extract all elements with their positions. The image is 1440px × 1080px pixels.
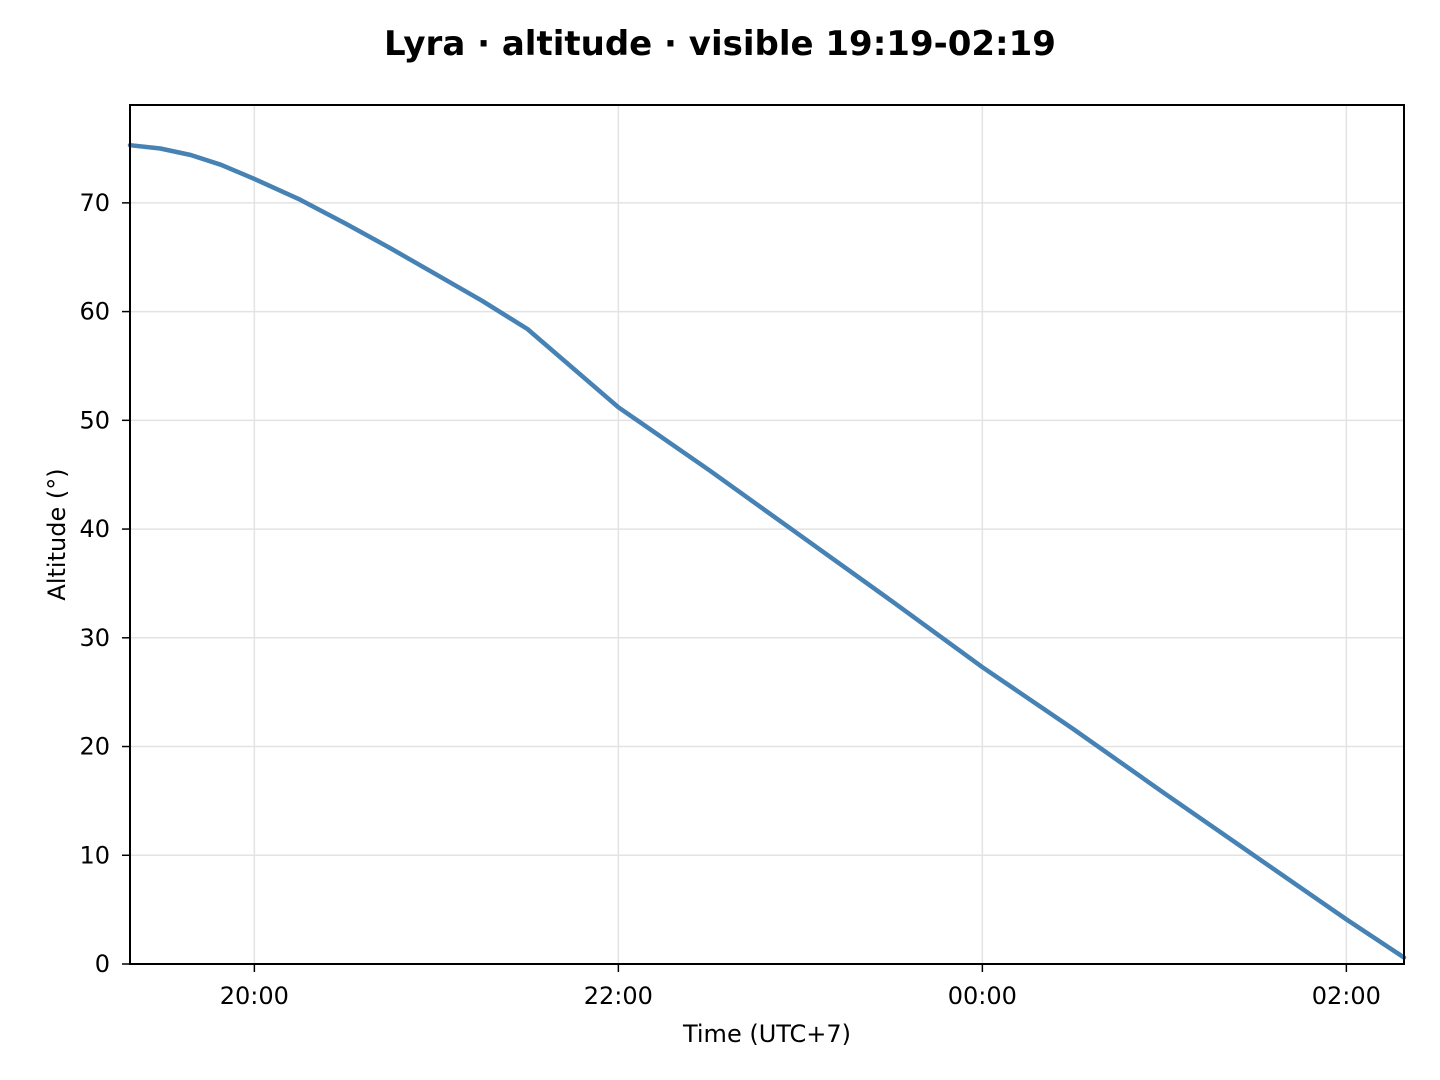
x-tick-label: 20:00 bbox=[220, 982, 289, 1010]
chart-title: Lyra · altitude · visible 19:19-02:19 bbox=[384, 24, 1056, 64]
y-tick-label: 10 bbox=[79, 841, 110, 869]
series-layer bbox=[127, 142, 1407, 960]
y-tick-label: 50 bbox=[79, 406, 110, 434]
ticks: 20:00 22:00 00:00 02:00 0 10 20 30 40 50 60 70 bbox=[79, 189, 1380, 1010]
x-axis-label: Time (UTC+7) bbox=[682, 1020, 851, 1048]
y-tick-label: 20 bbox=[79, 733, 110, 761]
y-tick-label: 70 bbox=[79, 189, 110, 217]
y-tick-label: 0 bbox=[95, 950, 110, 978]
altitude-series-line bbox=[127, 142, 1407, 960]
x-tick-label: 02:00 bbox=[1312, 982, 1381, 1010]
y-tick-label: 60 bbox=[79, 298, 110, 326]
axes-frame bbox=[129, 104, 1405, 965]
y-tick-label: 30 bbox=[79, 624, 110, 652]
y-axis-label: Altitude (°) bbox=[43, 468, 71, 600]
x-tick-label: 22:00 bbox=[584, 982, 653, 1010]
x-tick-label: 00:00 bbox=[948, 982, 1017, 1010]
grid-lines bbox=[130, 105, 1404, 965]
y-tick-label: 40 bbox=[79, 515, 110, 543]
